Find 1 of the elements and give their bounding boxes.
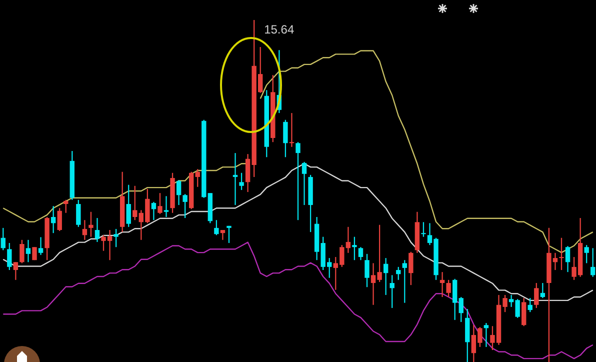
annotation: 15.64 [264, 22, 294, 36]
